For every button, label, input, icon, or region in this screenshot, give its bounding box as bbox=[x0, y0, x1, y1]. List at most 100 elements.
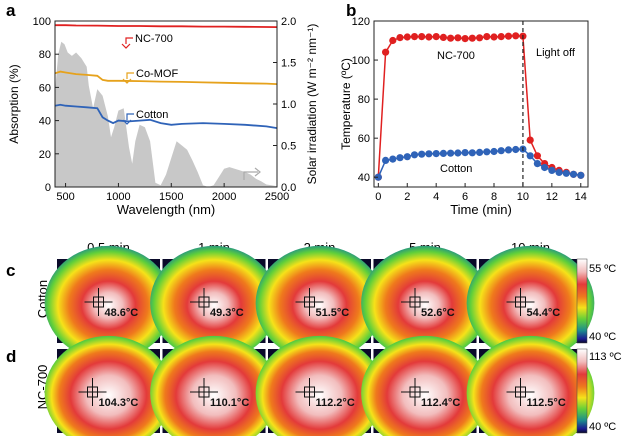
thermal-image-cotton: 49.3°C bbox=[150, 245, 278, 361]
data-point-nc-700 bbox=[389, 36, 397, 45]
spot-temperature: 112.4°C bbox=[421, 397, 460, 409]
cotton-arrowhead-icon bbox=[122, 119, 132, 125]
solar-area-path bbox=[55, 41, 277, 187]
data-point-nc-700 bbox=[439, 33, 447, 42]
data-point-cotton bbox=[396, 154, 404, 162]
y-tick-label: 60 bbox=[358, 133, 370, 145]
x-tick-label: 10 bbox=[517, 191, 529, 203]
x-tick-label: 2 bbox=[404, 191, 410, 203]
y-tick-label: 80 bbox=[39, 49, 51, 61]
spot-temperature: 52.6°C bbox=[421, 307, 455, 319]
y2-tick-label: 1.0 bbox=[281, 99, 296, 111]
data-point-nc-700 bbox=[454, 34, 462, 42]
b-cotton-label: Cotton bbox=[440, 163, 472, 175]
y2-tick-label: 1.5 bbox=[281, 58, 296, 70]
panel-b-x-ticks: 0 2 4 6 8 10 12 14 bbox=[375, 183, 587, 203]
thermal-image-cotton: 51.5°C bbox=[255, 245, 384, 361]
x-tick-label: 14 bbox=[575, 191, 587, 203]
thermal-spot bbox=[361, 245, 489, 361]
y-tick-label: 20 bbox=[39, 149, 51, 161]
spot-temperature: 51.5°C bbox=[316, 307, 350, 319]
y-tick-label: 40 bbox=[39, 116, 51, 128]
panel-c-d: c d Cotton NC-700 0.5 min1 min2 min5 min… bbox=[6, 240, 622, 436]
data-point-nc-700 bbox=[476, 34, 484, 42]
scale-bar-nc700 bbox=[576, 348, 588, 434]
b-nc700-label: NC-700 bbox=[437, 50, 475, 62]
data-point-cotton bbox=[425, 150, 433, 158]
data-point-cotton bbox=[533, 160, 542, 168]
thermal-image-nc700: 112.2°C bbox=[255, 335, 384, 436]
panel-b-letter: b bbox=[346, 1, 356, 20]
scale-min-nc700: 40 ºC bbox=[589, 421, 616, 433]
panel-a-y-axis-label: Absorption (%) bbox=[7, 64, 21, 143]
panel-b-series bbox=[374, 32, 585, 181]
panel-b-y-ticks: 40 60 80 100 120 bbox=[352, 16, 378, 184]
data-point-nc-700 bbox=[512, 32, 520, 40]
spot-temperature: 110.1°C bbox=[210, 397, 249, 409]
data-point-cotton bbox=[418, 150, 426, 158]
y2-tick-label: 2.0 bbox=[281, 16, 296, 28]
data-point-cotton bbox=[382, 156, 390, 164]
thermal-spot bbox=[466, 335, 595, 436]
data-point-cotton bbox=[432, 150, 440, 158]
data-point-nc-700 bbox=[396, 34, 404, 42]
nc700-label: NC-700 bbox=[135, 33, 173, 45]
data-point-cotton bbox=[555, 168, 563, 176]
thermal-image-nc700: 112.5°C bbox=[466, 335, 595, 436]
spot-temperature: 104.3°C bbox=[99, 397, 139, 409]
panel-a-x-ticks: 500 1000 1500 2000 2500 bbox=[56, 183, 289, 203]
data-point-nc-700 bbox=[461, 35, 469, 43]
nc700-annotation: NC-700 bbox=[121, 33, 173, 49]
data-point-cotton bbox=[403, 153, 411, 161]
x-tick-label: 1000 bbox=[106, 191, 130, 203]
y-tick-label: 100 bbox=[33, 16, 51, 28]
data-point-cotton bbox=[483, 148, 491, 156]
data-point-nc-700 bbox=[504, 32, 513, 40]
data-point-cotton bbox=[497, 147, 505, 155]
x-tick-label: 0 bbox=[375, 191, 381, 203]
x-tick-label: 4 bbox=[433, 191, 439, 203]
panel-a-letter: a bbox=[6, 1, 16, 20]
panel-d-letter: d bbox=[6, 347, 16, 366]
series-line-co-mof bbox=[54, 70, 278, 85]
data-point-cotton bbox=[512, 145, 520, 154]
thermal-image-nc700: 110.1°C bbox=[150, 335, 278, 436]
data-point-cotton bbox=[454, 149, 462, 157]
y-tick-label: 40 bbox=[358, 172, 370, 184]
thermal-image-nc700: 104.3°C bbox=[44, 335, 173, 436]
panel-b: b 0 2 4 6 8 10 12 14 40 60 80 100 120 Time (min) Te… bbox=[339, 1, 589, 217]
data-point-nc-700 bbox=[526, 136, 534, 144]
panel-a-y2-ticks: 0.0 0.5 1.0 1.5 2.0 bbox=[273, 16, 296, 194]
data-point-cotton bbox=[569, 170, 578, 178]
cotton-label: Cotton bbox=[136, 109, 168, 121]
scale-max-nc700: 113 ºC bbox=[589, 351, 622, 363]
x-tick-label: 6 bbox=[462, 191, 468, 203]
spot-temperature: 54.4°C bbox=[527, 307, 561, 319]
spot-temperature: 112.5°C bbox=[527, 397, 566, 409]
panel-c-letter: c bbox=[6, 261, 15, 280]
solar-arrowhead-icon bbox=[254, 167, 261, 177]
y-tick-label: 0 bbox=[45, 182, 51, 194]
data-point-cotton bbox=[541, 163, 549, 172]
data-point-cotton bbox=[461, 149, 469, 157]
y-tick-label: 120 bbox=[352, 16, 370, 28]
panel-b-x-axis-label: Time (min) bbox=[450, 202, 512, 217]
data-point-cotton bbox=[374, 173, 382, 181]
thermal-spot bbox=[150, 245, 278, 361]
panel-b-frame bbox=[373, 20, 589, 188]
data-point-nc-700 bbox=[497, 33, 505, 41]
comof-arrow-icon bbox=[126, 72, 134, 79]
x-tick-label: 500 bbox=[56, 191, 74, 203]
solar-irradiation-area bbox=[55, 41, 277, 187]
data-point-cotton bbox=[548, 166, 556, 174]
x-tick-label: 12 bbox=[546, 191, 558, 203]
thermal-image-cotton: 52.6°C bbox=[361, 245, 489, 361]
y-tick-label: 100 bbox=[352, 55, 370, 67]
data-point-nc-700 bbox=[490, 33, 498, 41]
cotton-annotation: Cotton bbox=[122, 109, 168, 125]
thermal-image-nc700: 112.4°C bbox=[361, 335, 489, 436]
panel-a-x-axis-label: Wavelength (nm) bbox=[117, 202, 216, 217]
data-point-cotton bbox=[562, 169, 570, 177]
